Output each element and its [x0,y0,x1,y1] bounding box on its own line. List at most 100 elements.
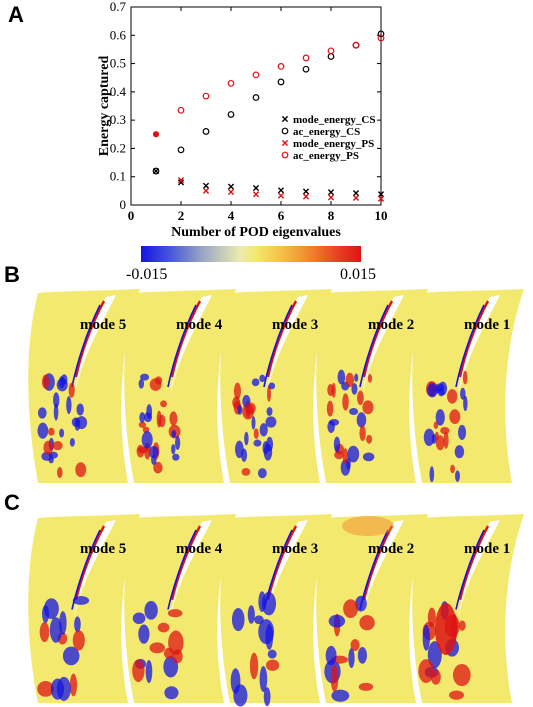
wake-blob-b-4-23 [326,400,334,417]
wake-blob-c-5-10 [448,690,465,700]
mode-field-c-2 [124,514,236,703]
wake-blob-b-1-21 [43,440,53,455]
wake-blob-b-5-8 [433,421,439,430]
wake-blob-b-1-10 [69,437,75,447]
mode-field-b-1 [28,289,140,483]
point-3-8 [352,41,360,49]
edge-blue-b-1 [71,304,101,388]
legend-label-3: ac_energy_PS [293,150,359,162]
passage-c-4 [316,514,428,703]
colorbar-max-label: 0.015 [340,266,376,283]
wake-blob-b-2-8 [169,411,178,426]
wake-blob-b-3-18 [241,468,251,476]
mode-row-c [28,514,524,707]
mode-label-c-2: mode 4 [176,541,223,557]
point-3-5 [277,63,285,70]
wake-blob-b-4-21 [333,436,341,453]
legend-marker-0 [281,115,289,123]
wake-blob-b-5-6 [423,428,435,447]
wake-blob-b-1-22 [48,456,54,464]
wake-blob-c-4-13 [328,614,346,628]
wake-blob-c-1-2 [69,673,78,697]
wake-blob-b-4-11 [366,434,373,444]
wake-blob-b-3-12 [253,439,262,447]
wake-blob-c-2-13 [157,622,170,633]
mode-field-c-1 [28,514,140,703]
wake-blob-c-1-6 [72,630,85,651]
wake-blob-c-3-9 [233,684,248,707]
mode-label-c-1: mode 5 [80,541,127,557]
wake-blob-b-5-14 [450,464,455,474]
mode-label-b-4: mode 2 [368,317,415,333]
wake-blob-c-4-4 [359,615,375,631]
wake-blob-b-3-13 [251,416,256,430]
wake-blob-b-2-7 [153,461,163,474]
wake-blob-b-3-15 [266,385,271,402]
wake-blob-c-2-8 [164,686,179,700]
wake-blob-c-2-1 [149,642,166,654]
wake-blob-c-4-10 [358,682,374,691]
wake-blob-c-1-8 [72,596,90,605]
wake-blob-b-3-19 [259,374,266,383]
point-2-1 [177,177,185,184]
wake-blob-b-4-5 [356,412,367,428]
x-tick-label-2: 4 [228,208,235,223]
y-tick-label-6: 0.6 [110,27,127,42]
wake-blob-c-2-6 [172,649,183,664]
edge-red-c-4 [362,525,394,601]
wake-blob-b-3-23 [245,402,256,415]
point-2-2 [202,187,210,194]
x-axis-label: Number of POD eigenvalues [171,225,341,240]
colorbar-min-label: -0.015 [126,266,168,283]
mode-field-b-2 [124,289,236,483]
wake-blob-b-5-7 [443,431,449,449]
edge-red-b-3 [266,300,298,378]
wake-blob-c-3-13 [265,624,274,650]
wake-blob-b-4-15 [367,374,373,383]
point-2-3 [227,188,235,196]
wake-blob-b-5-23 [429,466,435,483]
passage-b-5 [412,289,524,483]
wake-blob-b-2-6 [156,410,162,428]
point-1-9 [377,30,385,38]
wake-blob-b-5-21 [434,431,439,441]
wake-blob-b-3-3 [257,468,267,479]
wake-blob-c-1-1 [74,616,81,633]
mode-field-c-3 [220,514,332,707]
y-tick-label-5: 0.5 [110,56,126,71]
wake-blob-c-1-0 [62,646,80,666]
mode-label-c-4: mode 2 [368,541,415,557]
point-1-3 [227,111,235,118]
wake-blob-b-2-22 [137,446,149,454]
wake-blob-b-5-11 [449,409,461,425]
mode-label-b-2: mode 4 [176,317,223,333]
edge-blue-b-5 [455,304,485,388]
point-1-5 [277,78,285,86]
wake-blob-b-4-4 [327,420,335,433]
point-0-5 [277,187,285,194]
point-3-2 [202,92,210,100]
wake-blob-c-4-11 [350,639,360,651]
edge-blue-c-5 [455,529,485,610]
wake-blob-b-1-8 [53,403,59,421]
wake-blob-b-2-21 [139,412,146,423]
wake-blob-b-1-25 [53,392,60,408]
x-tick-label-1: 2 [178,208,185,223]
mode-field-c-5 [412,514,524,703]
passage-b-1 [28,289,140,483]
wake-blob-b-1-0 [59,428,65,438]
x-tick-label-4: 8 [328,208,335,223]
wake-blob-b-3-10 [251,378,260,387]
wake-blob-b-1-23 [37,422,49,439]
mode1-large-lobe [435,603,457,655]
passage-b-2 [124,289,236,483]
wake-blob-b-2-15 [155,376,163,385]
wake-blob-c-3-1 [247,605,255,624]
wake-blob-b-2-11 [148,446,159,459]
wake-blob-c-4-3 [357,646,367,664]
wake-blob-c-2-12 [138,624,150,644]
wake-blob-c-5-7 [452,663,471,687]
wake-blob-c-5-13 [458,620,466,631]
wake-blob-b-4-25 [359,425,366,442]
edge-red-b-2 [170,300,202,378]
